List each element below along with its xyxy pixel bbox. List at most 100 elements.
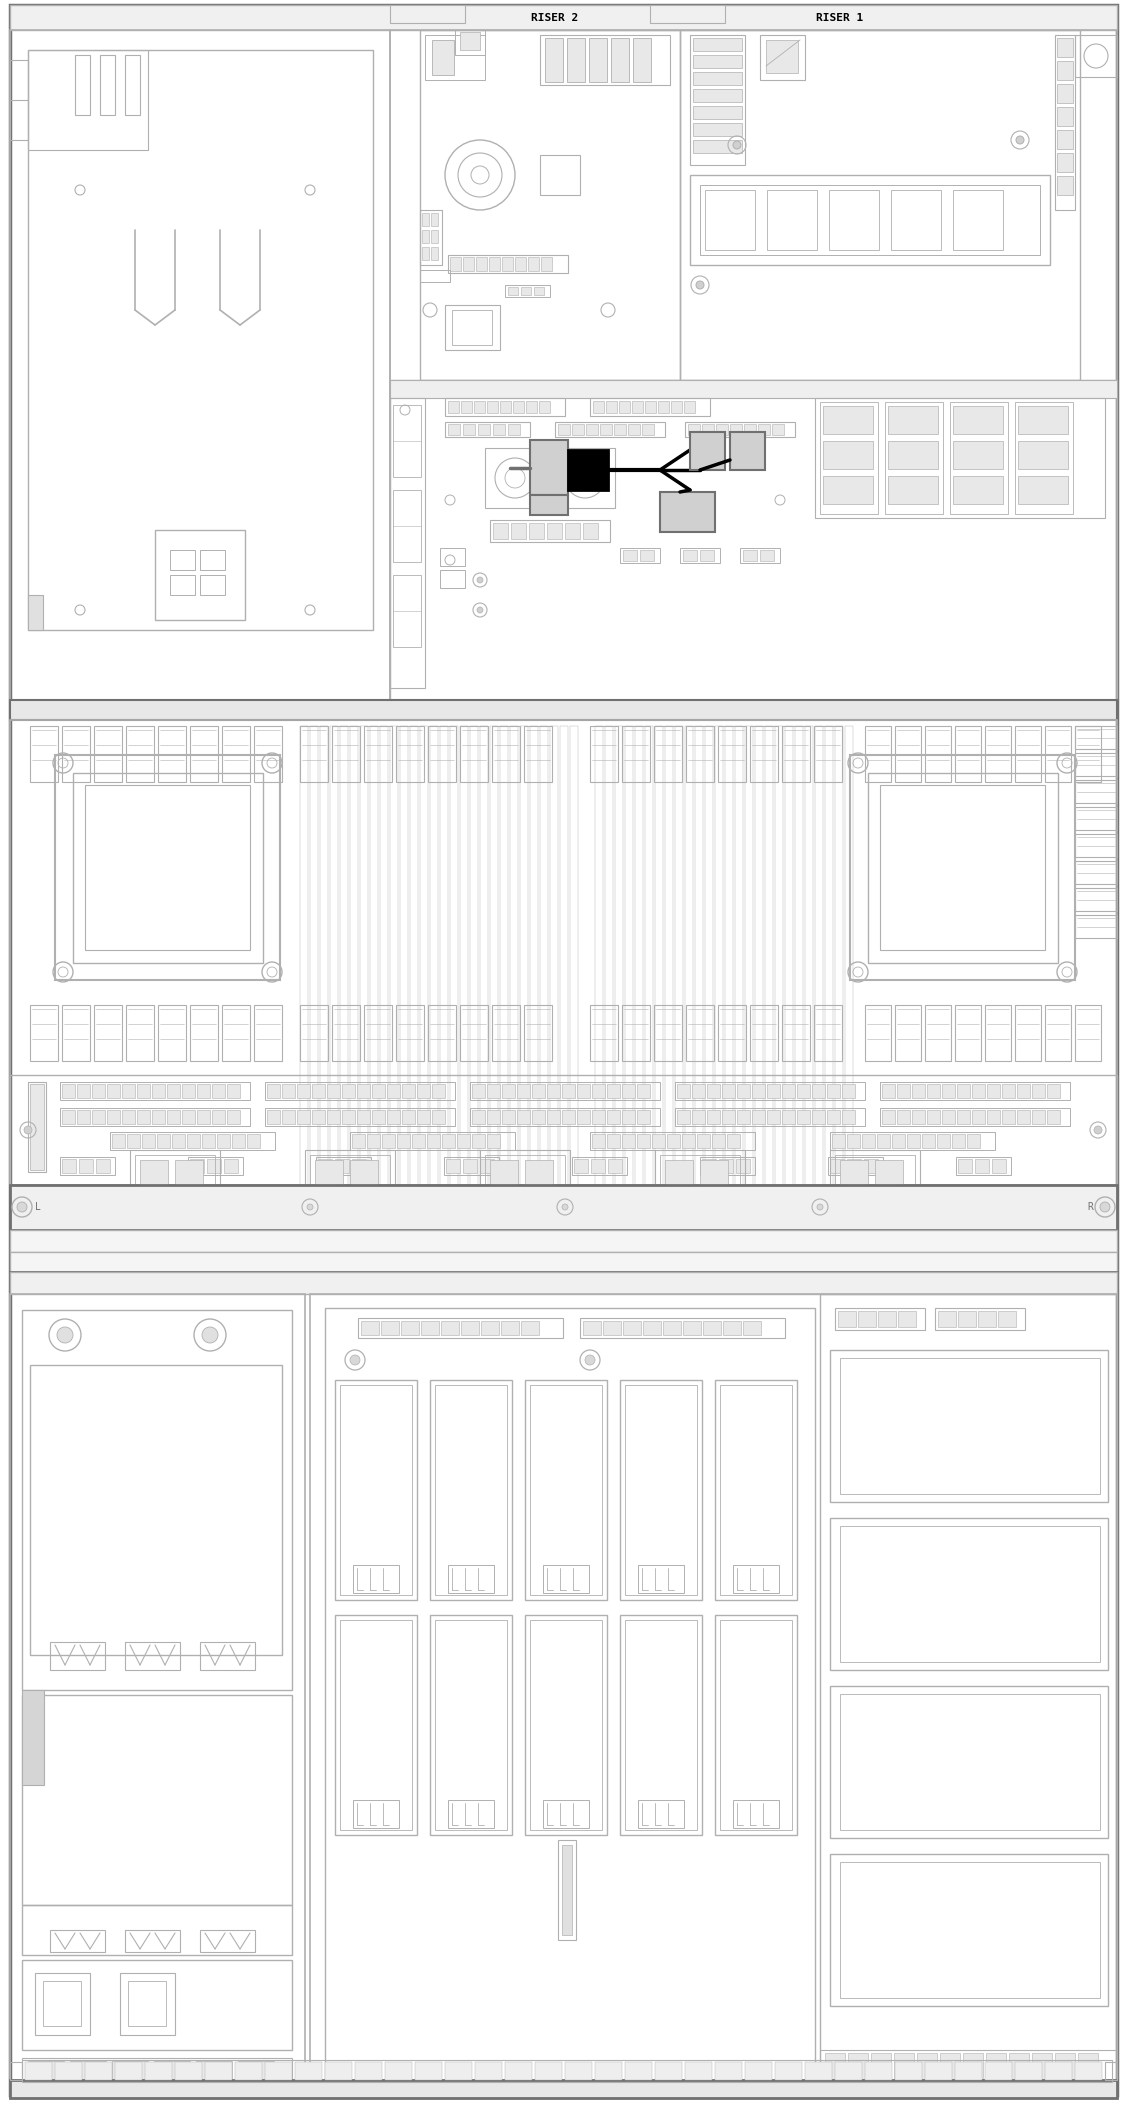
Bar	[267, 1084, 279, 1099]
Bar	[835, 1156, 915, 1200]
Bar	[502, 1084, 515, 1099]
Bar	[758, 424, 770, 435]
Bar	[696, 1135, 710, 1147]
Bar	[361, 1322, 379, 1334]
Bar	[50, 1931, 105, 1952]
Bar	[940, 2053, 960, 2090]
Bar	[435, 1620, 507, 1830]
Bar	[540, 36, 669, 84]
Bar	[382, 1135, 394, 1147]
Bar	[782, 1084, 795, 1099]
Bar	[62, 1109, 76, 1124]
Bar	[622, 1004, 650, 1061]
Bar	[912, 1109, 925, 1124]
Bar	[431, 229, 438, 244]
Bar	[487, 1084, 500, 1099]
Bar	[360, 727, 369, 1191]
Bar	[832, 1135, 845, 1147]
Bar	[737, 1084, 749, 1099]
Bar	[540, 727, 548, 1191]
Bar	[341, 1109, 355, 1124]
Circle shape	[696, 282, 704, 290]
Bar	[440, 727, 449, 1191]
Bar	[829, 189, 879, 250]
Bar	[390, 727, 398, 1191]
Bar	[907, 1135, 920, 1147]
Bar	[474, 401, 485, 414]
Text: L: L	[35, 1202, 41, 1212]
Bar	[760, 550, 774, 561]
Bar	[677, 1109, 690, 1124]
Bar	[205, 2061, 232, 2080]
Bar	[521, 288, 531, 294]
Bar	[10, 700, 1117, 721]
Bar	[470, 1107, 660, 1126]
Bar	[725, 727, 733, 1191]
Bar	[202, 1135, 215, 1147]
Bar	[574, 1160, 588, 1172]
Bar	[1075, 2061, 1102, 2080]
Bar	[767, 1109, 780, 1124]
Bar	[607, 1135, 620, 1147]
Bar	[387, 1084, 400, 1099]
Bar	[693, 88, 742, 103]
Bar	[1075, 807, 1117, 830]
Bar	[925, 1004, 951, 1061]
Text: 1: 1	[583, 460, 594, 479]
Bar	[421, 212, 429, 227]
Bar	[637, 1109, 650, 1124]
Bar	[492, 523, 508, 540]
Bar	[517, 1084, 530, 1099]
Bar	[655, 2061, 682, 2080]
Bar	[570, 727, 578, 1191]
Bar	[187, 1135, 199, 1147]
Bar	[181, 1084, 195, 1099]
Bar	[891, 189, 941, 250]
Bar	[10, 1229, 1117, 1252]
Bar	[140, 1160, 168, 1191]
Bar	[1055, 36, 1075, 210]
Bar	[595, 2061, 622, 2080]
Bar	[60, 1082, 250, 1101]
Bar	[1018, 405, 1068, 435]
Bar	[445, 397, 565, 416]
Bar	[421, 229, 429, 244]
Bar	[478, 424, 490, 435]
Bar	[96, 1160, 110, 1172]
Bar	[752, 1084, 765, 1099]
Bar	[1032, 1084, 1045, 1099]
Bar	[953, 405, 1003, 435]
Bar	[848, 1135, 860, 1147]
Bar	[212, 1084, 225, 1099]
Bar	[683, 550, 696, 561]
Bar	[110, 1132, 275, 1149]
Bar	[513, 401, 524, 414]
Bar	[882, 1084, 895, 1099]
Bar	[85, 786, 250, 950]
Bar	[126, 727, 154, 782]
Bar	[28, 50, 373, 630]
Bar	[492, 1004, 520, 1061]
Bar	[396, 1004, 424, 1061]
Bar	[707, 1109, 720, 1124]
Bar	[660, 492, 715, 532]
Bar	[842, 1084, 855, 1099]
Bar	[607, 1084, 620, 1099]
Bar	[702, 424, 715, 435]
Bar	[128, 1981, 166, 2025]
Bar	[942, 1084, 955, 1099]
Bar	[619, 401, 630, 414]
Circle shape	[817, 1204, 823, 1210]
Bar	[591, 397, 710, 416]
Bar	[880, 786, 1045, 950]
Circle shape	[202, 1328, 218, 1343]
Bar	[335, 1160, 349, 1172]
Bar	[1009, 2053, 1029, 2090]
Bar	[658, 401, 669, 414]
Bar	[605, 727, 613, 1191]
Bar	[505, 286, 550, 296]
Bar	[733, 1801, 779, 1828]
Circle shape	[1094, 1126, 1102, 1135]
Bar	[10, 2080, 1117, 2099]
Bar	[786, 727, 793, 1191]
